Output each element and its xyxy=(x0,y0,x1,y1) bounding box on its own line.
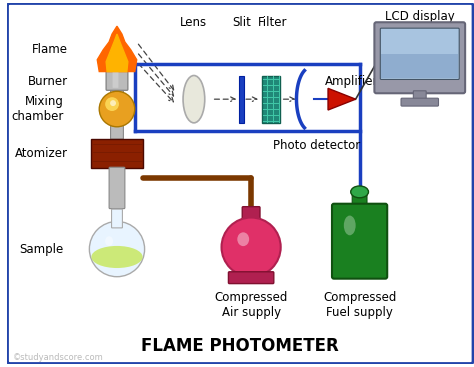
Ellipse shape xyxy=(91,246,143,268)
FancyBboxPatch shape xyxy=(381,54,458,79)
Text: Flame: Flame xyxy=(32,43,68,57)
FancyBboxPatch shape xyxy=(380,28,459,79)
Text: Sample: Sample xyxy=(19,243,64,255)
FancyBboxPatch shape xyxy=(401,98,438,106)
Text: Filter: Filter xyxy=(258,16,288,29)
Text: Compressed
Air supply: Compressed Air supply xyxy=(214,291,288,319)
FancyBboxPatch shape xyxy=(110,88,123,109)
FancyBboxPatch shape xyxy=(352,193,367,206)
Text: FLAME PHOTOMETER: FLAME PHOTOMETER xyxy=(141,337,339,355)
Ellipse shape xyxy=(351,186,368,198)
FancyBboxPatch shape xyxy=(112,71,118,88)
Text: ©studyandscore.com: ©studyandscore.com xyxy=(12,353,103,362)
Ellipse shape xyxy=(99,91,135,127)
Polygon shape xyxy=(106,34,128,72)
Text: Slit: Slit xyxy=(232,16,251,29)
FancyBboxPatch shape xyxy=(332,204,387,279)
Text: Compressed
Fuel supply: Compressed Fuel supply xyxy=(323,291,396,319)
Text: Amplifier: Amplifier xyxy=(325,75,378,88)
Ellipse shape xyxy=(90,221,145,277)
Text: Lens: Lens xyxy=(180,16,208,29)
Ellipse shape xyxy=(105,236,113,246)
Text: Photo detector: Photo detector xyxy=(273,139,360,152)
FancyBboxPatch shape xyxy=(374,22,465,93)
Ellipse shape xyxy=(110,100,116,106)
Ellipse shape xyxy=(237,232,249,246)
FancyBboxPatch shape xyxy=(106,69,128,90)
Text: Atomizer: Atomizer xyxy=(15,147,68,160)
Ellipse shape xyxy=(344,215,356,235)
FancyBboxPatch shape xyxy=(242,207,260,226)
Ellipse shape xyxy=(183,76,205,123)
Text: Burner: Burner xyxy=(27,75,68,88)
Polygon shape xyxy=(328,88,356,110)
FancyBboxPatch shape xyxy=(262,76,280,123)
FancyBboxPatch shape xyxy=(91,139,143,168)
FancyBboxPatch shape xyxy=(109,167,125,209)
Polygon shape xyxy=(97,26,137,72)
FancyBboxPatch shape xyxy=(110,125,123,139)
Ellipse shape xyxy=(221,218,281,277)
FancyBboxPatch shape xyxy=(111,209,122,228)
Text: LCD display: LCD display xyxy=(385,10,455,23)
FancyBboxPatch shape xyxy=(239,76,244,123)
FancyBboxPatch shape xyxy=(413,91,426,100)
FancyBboxPatch shape xyxy=(228,272,274,284)
Text: Mixing
chamber: Mixing chamber xyxy=(11,95,64,123)
Ellipse shape xyxy=(105,97,119,111)
